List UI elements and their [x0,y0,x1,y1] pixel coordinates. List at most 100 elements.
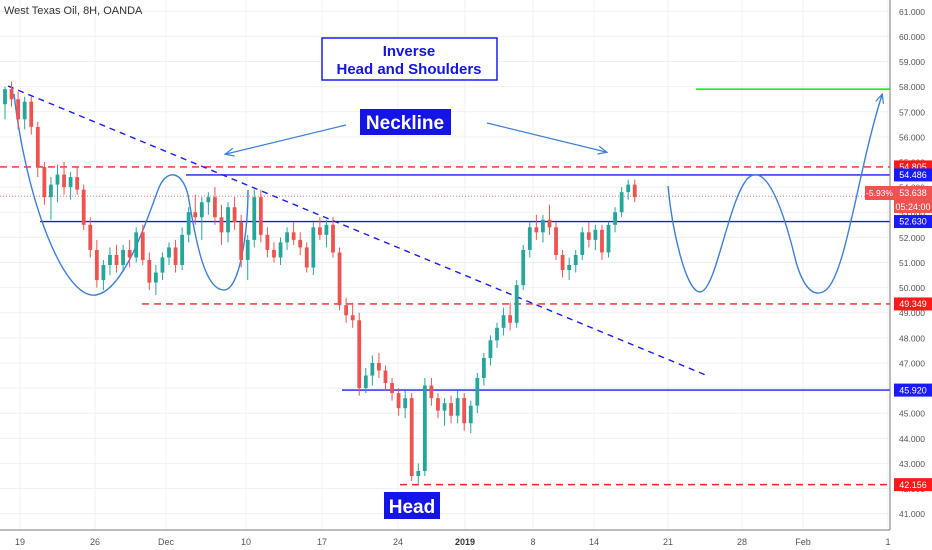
candle [632,179,637,203]
candle-body [219,217,224,233]
time-axis-ticks: 19 26 Dec 10 17 24 2019 8 14 21 28 Feb 1 [15,537,891,547]
candle [81,184,86,230]
candle-body [167,247,171,258]
candle-body [291,232,296,240]
price-tick-label: 52.000 [899,233,925,243]
neckline-label-text: Neckline [366,113,444,134]
candle-body [468,405,473,424]
candle [547,204,552,235]
level-label-bg [894,478,932,492]
candle [527,222,532,258]
candle-body [442,403,447,411]
candle [62,162,66,195]
candle-body [586,232,591,240]
price-tick-label: 58.000 [899,82,925,92]
candle-body [455,398,460,416]
candle-body [304,247,309,268]
candle-body [160,257,165,273]
candle-body [449,403,453,416]
symbol-title[interactable]: West Texas Oil, 8H, OANDA [4,5,143,17]
head-label[interactable]: Head [384,492,440,519]
neckline-label[interactable]: Neckline [360,109,451,135]
candle-body [22,101,27,120]
time-tick-label: 26 [90,537,100,547]
candle [29,96,34,135]
candle [534,214,539,240]
candle [481,352,486,386]
candle [265,227,270,258]
candle-body [285,232,289,243]
candle [108,247,112,276]
candle-body [35,126,40,168]
candle-body [331,224,335,253]
candle-body [429,385,434,399]
candle-body [140,232,145,260]
candle [3,86,7,120]
candle-body [606,224,611,253]
candle-body [42,167,47,198]
candle [317,217,322,240]
candle [626,179,631,200]
candle [350,302,355,328]
candle [567,257,572,281]
candle-body [317,227,322,235]
candle [390,378,394,401]
candle-body [3,89,7,105]
candle [206,192,211,215]
candle-body [252,197,257,240]
price-tick-label: 51.000 [899,258,925,268]
candle-body [88,224,93,250]
left-shoulder-curve [13,93,249,296]
candle-body [114,254,119,265]
candle-body [68,177,73,188]
candle-body [488,340,493,358]
candle-body [186,212,191,235]
candle [55,164,60,203]
candle-body [272,249,276,258]
candle-body [180,234,185,265]
candle-body [121,249,125,265]
candle [370,355,375,386]
candle-body [75,177,80,190]
candle [541,214,545,243]
candle [357,312,362,396]
candle-body [232,207,237,223]
candle-body [199,202,204,218]
current-price-tag: -5.93% 53.638 05:24:00 [865,186,932,213]
grid-lines [0,0,890,530]
price-tick-label: 43.000 [899,459,925,469]
candle [140,224,145,265]
candle [167,242,171,265]
candle [377,352,381,379]
price-tick-label: 56.000 [899,132,925,142]
time-tick-label: 10 [241,537,251,547]
candle-body [436,398,440,411]
candle-body [94,249,99,281]
candle [600,224,604,260]
time-tick-label: 24 [393,537,403,547]
price-tick-label: 49.000 [899,308,925,318]
price-tick-label: 57.000 [899,107,925,117]
level-label: 52.630 [899,217,927,227]
candle [403,390,408,419]
candle [252,189,257,248]
candle-body [554,227,558,255]
candle [613,207,617,233]
candle [16,91,21,130]
candle-body [239,222,244,260]
price-tick-label: 61.000 [899,7,925,17]
candle [416,463,421,484]
price-tick-label: 41.000 [899,509,925,519]
candle-body [580,232,585,255]
candle-body [416,470,421,476]
candle [573,249,578,273]
candle [436,393,440,419]
pattern-title-box[interactable]: Inverse Head and Shoulders [321,37,498,81]
candle [186,207,191,243]
candle-body [258,197,263,235]
candle [586,222,591,248]
candle-body [390,383,394,394]
price-tick-label: 50.000 [899,283,925,293]
